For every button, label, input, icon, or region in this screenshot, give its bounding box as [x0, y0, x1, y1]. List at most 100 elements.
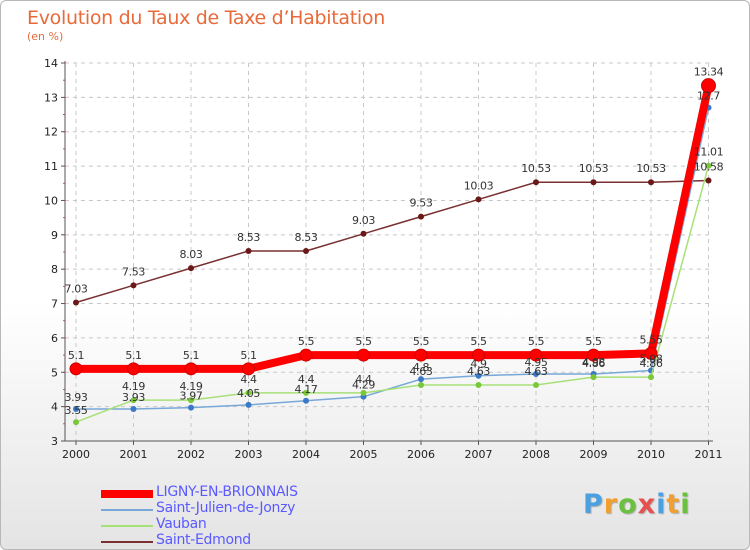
data-label: 10.53	[521, 162, 551, 175]
series-point-0	[357, 348, 370, 362]
series-point-3	[590, 179, 597, 186]
series-point-3	[475, 196, 482, 203]
series-point-0	[242, 362, 255, 376]
data-label: 5.5	[528, 335, 545, 348]
legend-label: LIGNY-EN-BRIONNAIS	[156, 484, 298, 500]
data-label: 4.05	[237, 387, 260, 400]
series-point-3	[73, 299, 79, 306]
chart-title: Evolution du Taux de Taxe d’Habitation	[27, 7, 385, 29]
y-tick-label: 12	[44, 126, 58, 139]
data-label: 5.5	[470, 335, 487, 348]
x-tick-label: 2009	[580, 448, 608, 461]
y-tick-label: 3	[51, 435, 58, 448]
data-label: 13.34	[694, 66, 724, 79]
series-point-1	[418, 376, 424, 383]
x-tick-label: 2001	[120, 448, 148, 461]
data-label: 3.93	[65, 391, 88, 404]
series-point-1	[475, 372, 482, 379]
data-label: 3.97	[180, 390, 203, 403]
data-label: 4.86	[582, 357, 605, 370]
y-tick-label: 5	[51, 366, 58, 379]
legend-label: Saint-Edmond	[156, 532, 251, 548]
series-point-3	[245, 247, 252, 254]
series-point-2	[188, 397, 194, 404]
y-tick-label: 14	[44, 57, 58, 70]
series-point-2	[245, 389, 252, 396]
series-point-2	[303, 389, 309, 396]
logo-letter: i	[656, 489, 667, 520]
x-tick-label: 2002	[177, 448, 205, 461]
y-tick-label: 6	[51, 332, 58, 345]
data-label: 7.53	[122, 265, 145, 278]
data-label: 4.9	[470, 358, 487, 371]
y-tick-label: 7	[51, 298, 58, 311]
series-line-1	[75, 106, 710, 410]
data-label: 5.1	[68, 349, 84, 362]
data-label: 4.86	[640, 357, 663, 370]
series-point-1	[188, 404, 194, 411]
chart-subtitle: (en %)	[27, 30, 64, 43]
data-label: 9.03	[352, 214, 375, 227]
series-point-1	[130, 406, 137, 413]
y-tick-label: 8	[51, 263, 58, 276]
series-point-0	[529, 348, 543, 362]
data-label: 10.53	[636, 162, 666, 175]
proxiti-logo: Proxiti	[583, 489, 691, 520]
x-tick-label: 2008	[522, 448, 550, 461]
series-point-2	[418, 381, 424, 388]
legend-swatch	[101, 525, 153, 527]
y-tick-label: 13	[44, 91, 58, 104]
series-point-2	[705, 162, 712, 169]
data-label: 5.5	[355, 335, 372, 348]
series-point-0	[587, 348, 600, 362]
x-tick-label: 2010	[637, 448, 665, 461]
series-point-0	[414, 348, 428, 362]
legend-swatch	[101, 490, 153, 498]
series-point-2	[475, 381, 482, 388]
series-point-1	[73, 406, 79, 413]
series-point-0	[69, 362, 83, 376]
data-label: 4.63	[467, 365, 490, 378]
data-label: 4.29	[352, 379, 375, 392]
x-tick-label: 2003	[235, 448, 263, 461]
data-label: 4.4	[298, 373, 315, 386]
legend-swatch	[101, 541, 153, 543]
data-label: 8.53	[237, 231, 260, 244]
logo-letter: t	[666, 489, 681, 520]
x-tick-label: 2006	[407, 448, 435, 461]
series-point-2	[130, 397, 137, 404]
series-point-3	[360, 230, 367, 237]
logo-letter: P	[583, 489, 604, 520]
series-point-2	[533, 381, 539, 388]
x-tick-label: 2005	[350, 448, 378, 461]
series-point-2	[360, 389, 367, 396]
legend-swatch	[101, 509, 153, 511]
logo-letter: x	[637, 489, 657, 520]
series-point-3	[533, 179, 539, 186]
data-label: 4.17	[295, 383, 318, 396]
x-tick-label: 2000	[62, 448, 90, 461]
data-label: 5.5	[413, 335, 430, 348]
data-label: 10.03	[464, 179, 494, 192]
data-label: 5.08	[640, 353, 663, 366]
data-label: 8.03	[180, 248, 203, 261]
data-label: 4.4	[355, 373, 372, 386]
data-label: 4.4	[240, 373, 257, 386]
data-label: 10.58	[694, 161, 724, 174]
data-label: 5.5	[585, 335, 602, 348]
logo-letter: o	[618, 489, 638, 520]
y-tick-label: 4	[51, 401, 58, 414]
data-label: 3.93	[122, 391, 145, 404]
series-point-3	[188, 265, 194, 272]
series-point-0	[644, 346, 658, 360]
data-label: 11.01	[694, 146, 724, 159]
data-label: 10.53	[579, 162, 609, 175]
data-label: 5.55	[640, 333, 663, 346]
series-point-3	[648, 179, 654, 186]
data-label: 7.03	[65, 283, 88, 296]
x-tick-label: 2004	[292, 448, 320, 461]
data-label: 4.19	[122, 380, 145, 393]
data-label: 4.63	[410, 365, 433, 378]
